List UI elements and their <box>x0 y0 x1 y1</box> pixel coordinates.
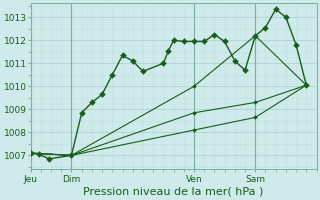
X-axis label: Pression niveau de la mer( hPa ): Pression niveau de la mer( hPa ) <box>84 187 264 197</box>
